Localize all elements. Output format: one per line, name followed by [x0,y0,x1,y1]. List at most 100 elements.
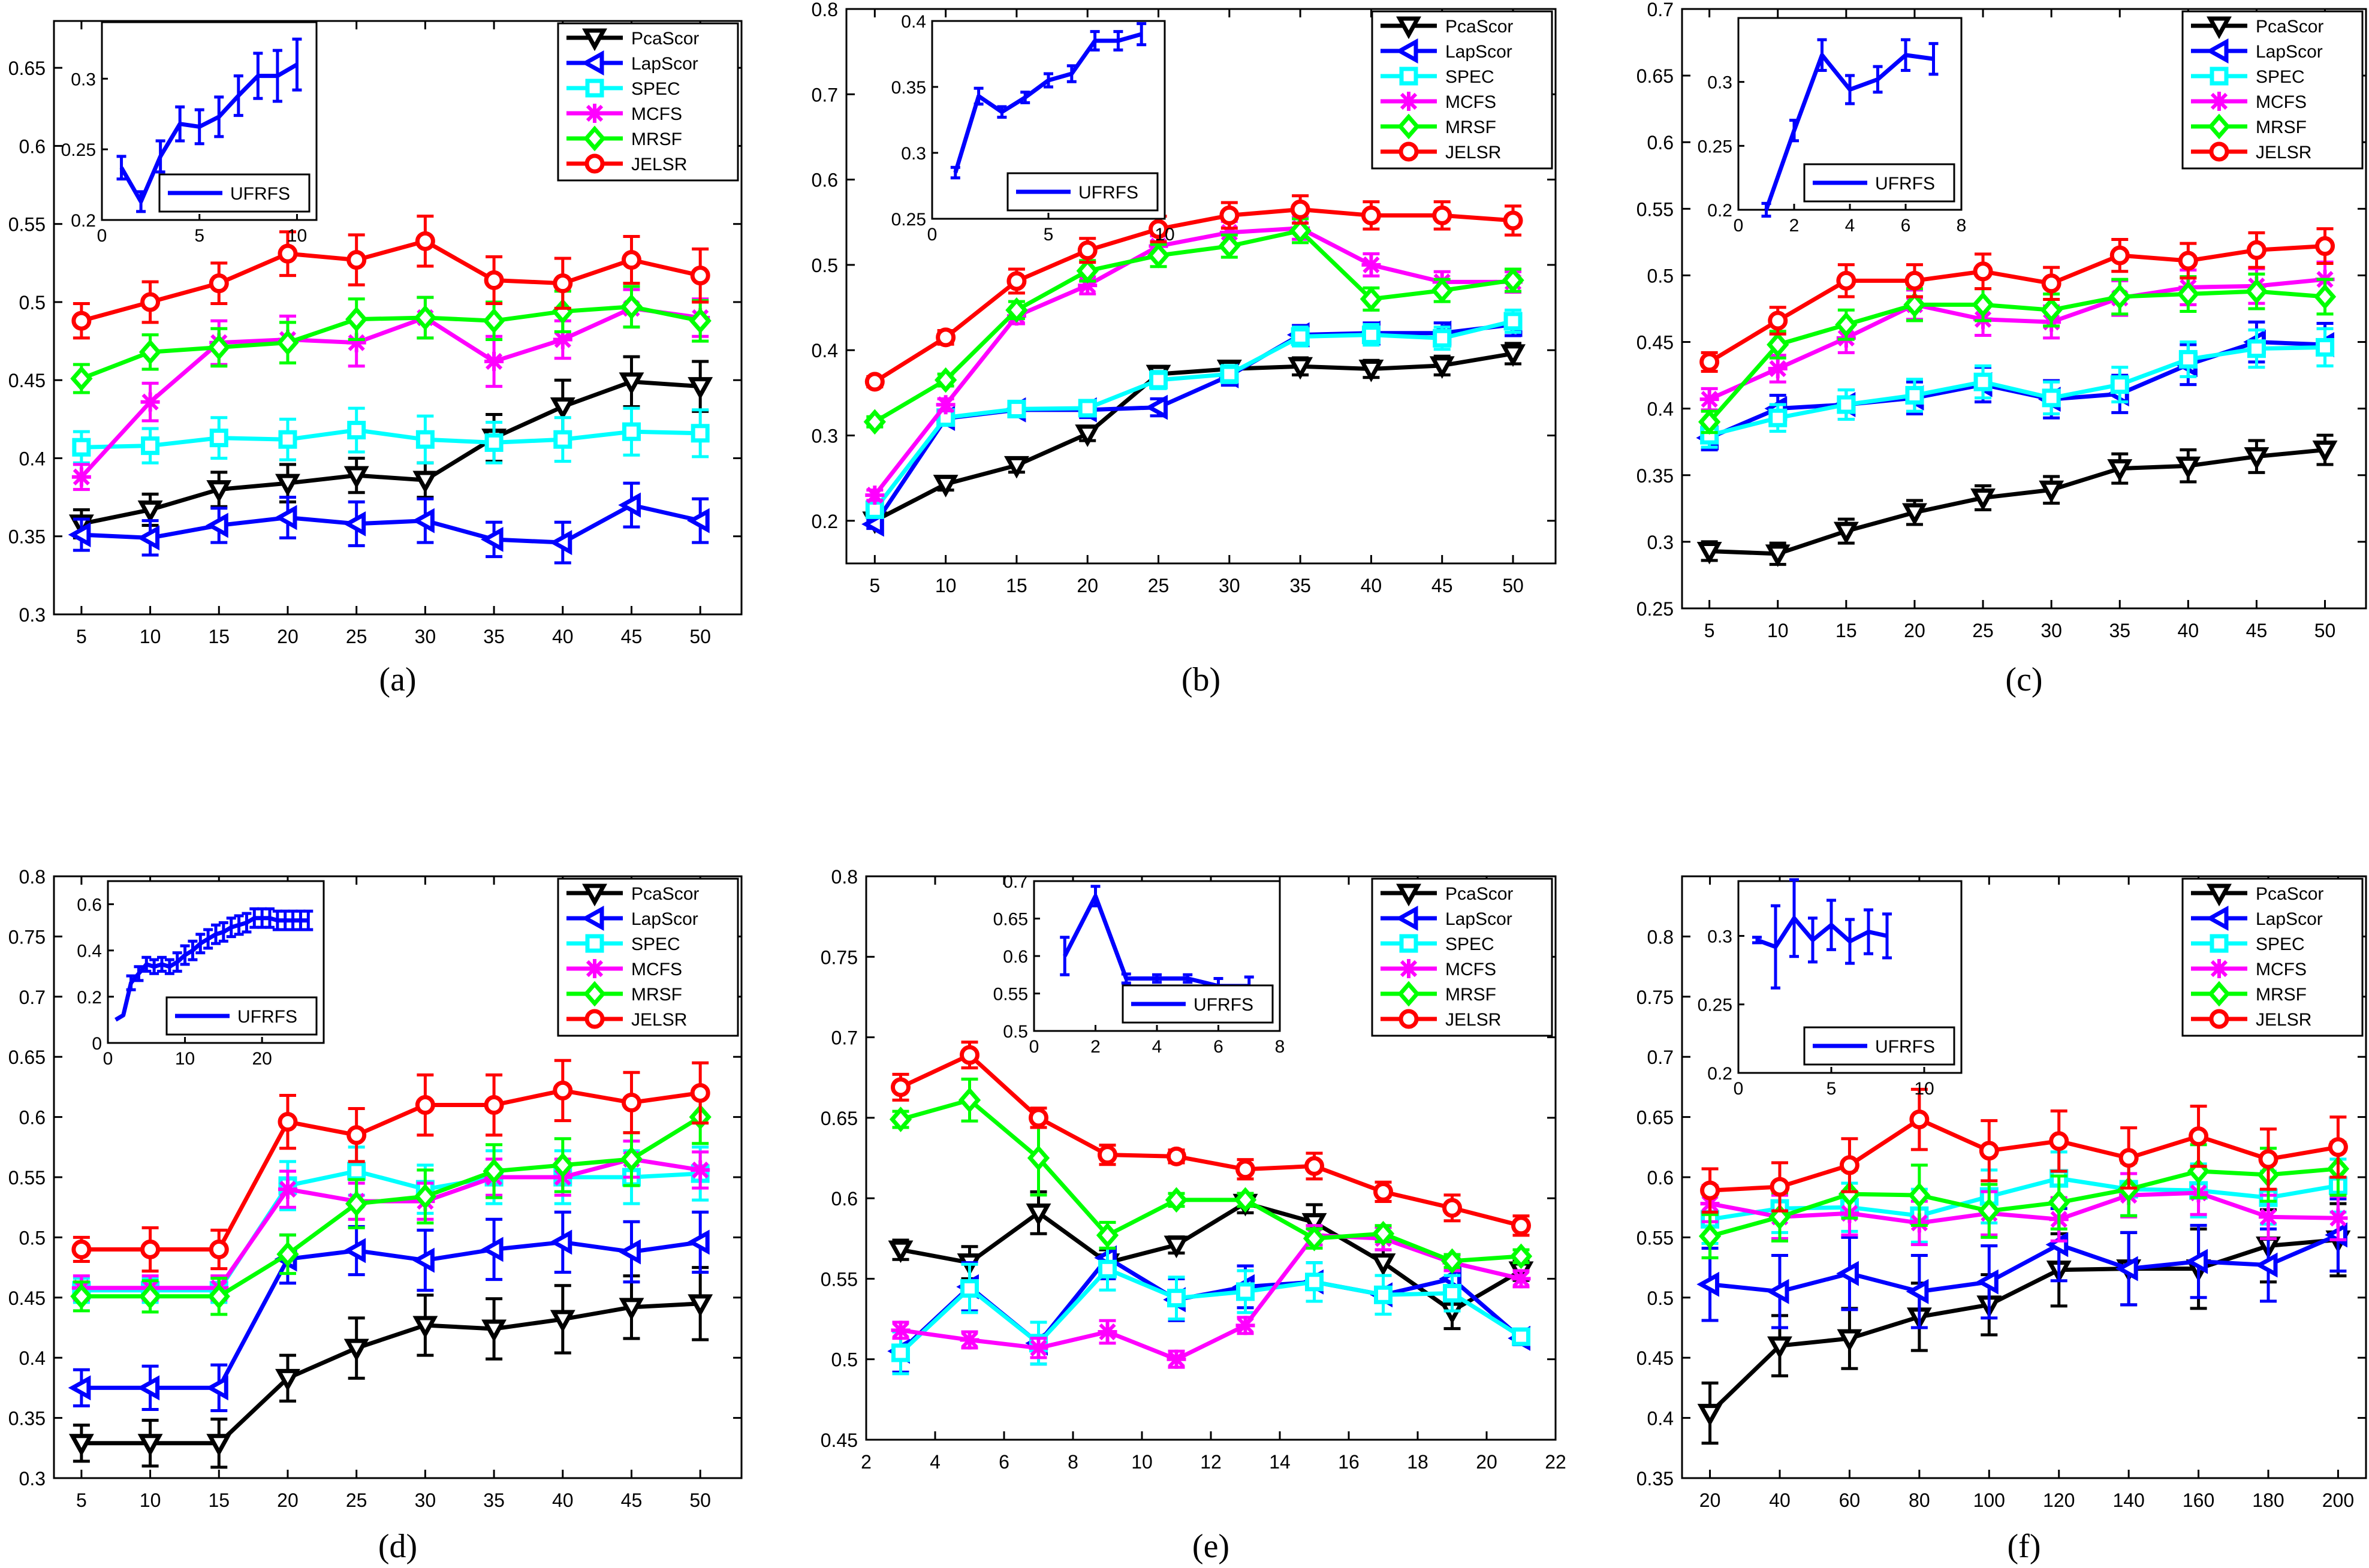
panel-c-jelsr-point [2109,245,2130,266]
panel-f-ytick-label: 0.4 [1647,1408,1674,1430]
panel-a-legend-label: JELSR [631,155,687,174]
panel-d-legend-marker [585,934,604,953]
panel-b-inset-xtick-label: 5 [1044,225,1054,245]
panel-d-mcfs-point [278,1180,297,1199]
panel-f-legend-label: PcaScor [2256,884,2323,904]
panel-b-xtick-label: 50 [1502,575,1524,596]
panel-f-legend-label: MRSF [2256,985,2307,1005]
panel-d-inset-errorbar [172,951,182,973]
panel-d-jelsr-point [346,1125,367,1145]
panel-c-mrsf-point [1698,409,1721,435]
panel-c-pcascor-point [1901,503,1927,526]
panel-b-legend-label: MRSF [1445,117,1496,137]
panel-e-jelsr-point [1098,1145,1117,1165]
panel-c-ytick-label: 0.25 [1636,598,1674,620]
panel-e-legend: PcaScor LapScor SPEC MCFS MRSF JELSR [1371,878,1553,1037]
panel-a-xtick-label: 40 [552,626,574,647]
panel-d-mcfs-point-d2 [692,1161,709,1179]
panel-e-legend-marker [1397,981,1420,1007]
panel-c-xtick-label: 10 [1767,620,1789,641]
panel-c-inset-ytick-label: 0.25 [1698,137,1732,156]
panel-e-legend-marker [1399,959,1418,978]
panel-c-jelsr-point [2041,273,2061,294]
panel-d-pcascor-point [137,1434,163,1457]
panel-e-mcfs-point-d2 [892,1322,909,1339]
panel-b-ytick-label: 0.7 [812,84,838,105]
panel-e-mcfs-point [960,1330,979,1350]
panel-c-ytick-label: 0.5 [1647,265,1674,287]
panel-e-mrsf-point [1165,1187,1188,1213]
panel-c-spec-point [1973,372,1993,391]
panel-f-legend-box [2181,878,2364,1037]
panel-c-inset-xtick-label: 0 [1734,216,1744,236]
panel-f-inset-errorbar [1845,918,1855,965]
panel-b-jelsr-point [1361,205,1381,225]
panel-c-inset-errorbar [1873,65,1883,94]
panel-f-inset-xtick-label: 5 [1827,1079,1837,1099]
panel-a-lapscor-point [412,508,435,533]
panel-d-xtick-label: 35 [483,1489,505,1511]
panel-d-lapscor-point [686,1229,710,1255]
panel-e-xtick-label: 20 [1476,1451,1497,1473]
panel-d-ytick-label: 0.35 [8,1408,46,1430]
panel-d-mcfs-point-d2 [279,1180,297,1198]
panel-c-inset-errorbar [1901,38,1910,72]
panel-b-mcfs-point [865,486,885,505]
panel-e-legend-label: PcaScor [1445,884,1513,904]
panel-e-inset-errorbar [1183,973,1193,984]
panel-b-inset-errorbar [1044,72,1053,89]
panel-b-pcascor-point [1003,456,1029,479]
panel-a-mcfs-point-d2 [348,334,365,351]
panel-a-pcascor-point [550,397,575,420]
panel-a-lapscor-point [137,525,160,551]
panel-b-spec-point [1007,399,1026,418]
panel-b-pcascor-line [873,351,1514,523]
panel-d-ytick-label: 0.55 [8,1167,46,1189]
panel-f-jelsr-point [2258,1149,2278,1169]
panel-f-lapscor-point [2185,1249,2208,1274]
panel-c-caption: (c) [2005,661,2042,698]
panel-b-mcfs-line [873,226,1514,497]
panel-d-inset-errorbar [226,916,236,939]
panel-b-legend-label: LapScor [1445,42,1512,62]
panel-b-legend-label: MCFS [1445,92,1496,112]
panel-e-xtick-label: 6 [999,1451,1009,1473]
panel-e-inset: 0.5 0.55 0.6 0.65 0.7 0 2 4 6 8 UFRFS [993,872,1285,1057]
panel-b-xtick-label: 40 [1361,575,1382,596]
panel-f-xtick-label: 20 [1699,1489,1721,1511]
panel-a-series-spec [72,406,710,465]
panel-f-ytick-label: 0.35 [1636,1468,1674,1489]
panel-c-legend-label: PcaScor [2256,17,2323,37]
panel-d-legend-label: MCFS [631,960,682,979]
panel-d-pcascor-point [481,1319,507,1343]
panel-f-mrsf-line [1709,1166,2338,1238]
panel-c-pcascor-point [2312,441,2338,463]
panel-f-mcfs-point [2259,1207,2278,1227]
panel-f-xtick-label: 60 [1839,1489,1861,1511]
panel-d-lapscor-line [81,1240,701,1390]
panel-a-lapscor-point [274,505,297,530]
panel-d-jelsr-point [415,1095,435,1115]
panel-d-inset-errorbar [188,939,198,961]
panel-b-mrsf-point [863,409,886,435]
panel-a-spec-point [622,422,641,441]
panel-f-ytick-label: 0.8 [1647,926,1674,948]
panel-b-inset-ytick-label: 0.25 [891,210,926,230]
panel-e-ytick-label: 0.8 [831,866,858,888]
panel-b: 0.20.30.40.50.60.70.85 10 15 20 25 30 35 40 45 50… [812,0,1557,698]
panel-e-mcfs-point-d2 [1237,1317,1254,1334]
panel-f-lapscor-point [1836,1261,1859,1286]
panel-b-inset-errorbar [1090,30,1100,52]
panel-e-inset-errorbar [1060,936,1070,976]
panel-f-inset-legend-label: UFRFS [1875,1037,1935,1057]
panel-c-xtick-label: 40 [2178,620,2199,641]
panel-d-legend-marker [581,906,604,931]
panel-e-mrsf-point [1027,1145,1050,1171]
panel-d-lapscor-point [618,1239,641,1265]
panel-e-inset-legend: UFRFS [1122,984,1274,1024]
panel-a-spec-point [141,436,160,456]
panel-a-spec-point [691,424,710,443]
panel-b-legend-label: JELSR [1445,143,1501,162]
panel-b-ytick-label: 0.5 [812,255,838,276]
panel-b-series-jelsr [864,194,1523,392]
